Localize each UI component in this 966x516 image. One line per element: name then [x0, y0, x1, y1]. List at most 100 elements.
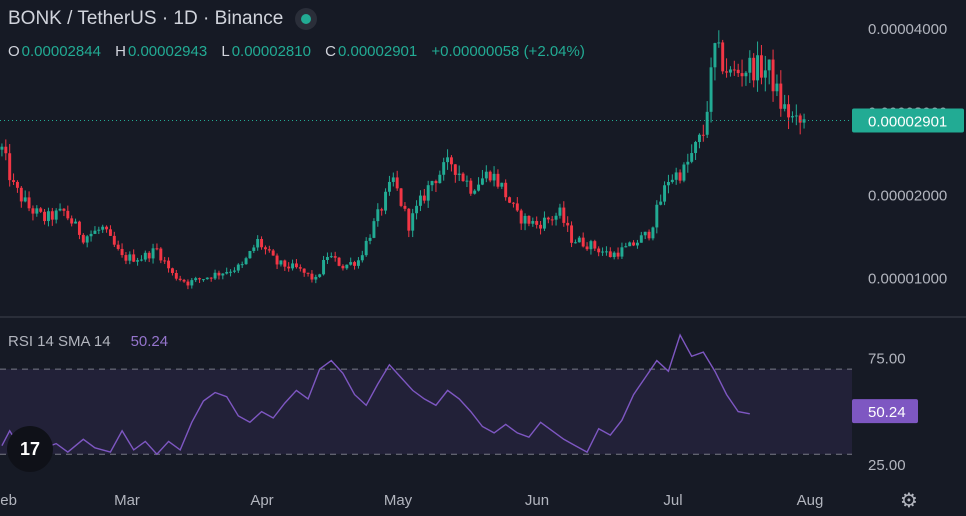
candle	[616, 247, 620, 260]
tradingview-logo-icon[interactable]: 17	[7, 426, 53, 472]
candle	[128, 251, 132, 265]
candle	[360, 250, 364, 263]
candle	[58, 203, 62, 212]
symbol-title[interactable]: BONK / TetherUS · 1D · Binance	[8, 8, 284, 29]
rsi-legend-label[interactable]: RSI 14 SMA 14	[8, 333, 111, 350]
candle	[182, 278, 186, 283]
candle	[775, 74, 779, 97]
candle	[686, 153, 690, 173]
candle	[275, 253, 279, 270]
candle	[593, 239, 597, 251]
candle	[542, 211, 546, 231]
candle	[159, 247, 163, 264]
candle	[608, 247, 612, 258]
candle	[194, 276, 198, 283]
high-label: H	[115, 43, 126, 60]
candle	[612, 251, 616, 260]
candle	[635, 239, 639, 249]
candle	[221, 273, 225, 280]
time-axis-label: Aug	[797, 492, 824, 509]
candle	[391, 172, 395, 187]
candle	[260, 236, 264, 250]
candle	[484, 165, 488, 183]
candle	[201, 279, 205, 282]
time-axis[interactable]: Feb Mar Apr May Jun Jul Aug	[0, 492, 823, 509]
candle	[155, 243, 159, 251]
candle	[294, 259, 298, 269]
candle	[418, 190, 422, 212]
rsi-axis[interactable]: 75.00 25.00	[868, 350, 906, 473]
candle	[794, 104, 798, 126]
candle	[666, 174, 670, 194]
candle	[802, 113, 806, 129]
candle	[97, 226, 101, 235]
candle	[504, 179, 508, 201]
candle	[732, 60, 736, 76]
candle	[647, 229, 651, 241]
candle	[422, 188, 426, 204]
candle	[120, 243, 124, 258]
time-axis-label: Feb	[0, 492, 17, 509]
candle	[411, 208, 415, 238]
candle	[442, 157, 446, 181]
price-axis-label: 0.00001000	[868, 271, 947, 288]
candle	[496, 169, 500, 189]
candle	[736, 63, 740, 78]
candle	[690, 144, 694, 164]
candle	[399, 187, 403, 208]
candle	[430, 180, 434, 192]
candle	[283, 259, 287, 271]
candle	[143, 250, 147, 262]
candle	[558, 203, 562, 219]
candle	[205, 277, 209, 280]
gear-icon[interactable]: ⚙	[900, 490, 918, 512]
close-label: C	[325, 43, 336, 60]
open-value: 0.00002844	[21, 43, 101, 60]
candle	[407, 208, 411, 238]
candle	[531, 217, 535, 227]
last-price-tag: 0.00002901	[852, 108, 964, 133]
candle	[682, 162, 686, 183]
candle	[112, 231, 116, 248]
candle	[457, 165, 461, 181]
candle	[345, 264, 349, 270]
candle	[333, 251, 337, 262]
candle	[35, 205, 39, 217]
candle	[43, 208, 47, 225]
close-value: 0.00002901	[337, 43, 418, 60]
candle	[70, 215, 74, 227]
candle	[798, 113, 802, 135]
candle	[15, 180, 19, 193]
candle	[480, 169, 484, 186]
candle	[465, 175, 469, 188]
candle	[535, 216, 539, 229]
candle	[31, 205, 35, 221]
candle	[639, 231, 643, 243]
candle	[89, 230, 93, 242]
candle	[151, 243, 155, 264]
rsi-legend[interactable]: RSI 14 SMA 14 50.24	[8, 333, 168, 350]
candle	[225, 267, 229, 275]
candle	[701, 124, 705, 142]
symbol-title-row[interactable]: BONK / TetherUS · 1D · Binance	[8, 8, 318, 30]
candle	[287, 262, 291, 272]
candle	[709, 57, 713, 123]
candle	[349, 257, 353, 266]
candle	[0, 143, 4, 157]
candle	[81, 233, 85, 245]
candle	[170, 267, 174, 276]
candle	[85, 234, 89, 248]
time-axis-label: Jun	[525, 492, 549, 509]
candle	[291, 259, 295, 271]
candle	[236, 263, 240, 273]
candle	[713, 42, 717, 81]
rsi-axis-label: 25.00	[868, 457, 906, 474]
candle	[229, 269, 233, 277]
candle	[387, 175, 391, 196]
low-value: 0.00002810	[231, 43, 311, 60]
candle	[267, 245, 271, 253]
high-value: 0.00002943	[127, 43, 208, 60]
candle	[527, 215, 531, 227]
